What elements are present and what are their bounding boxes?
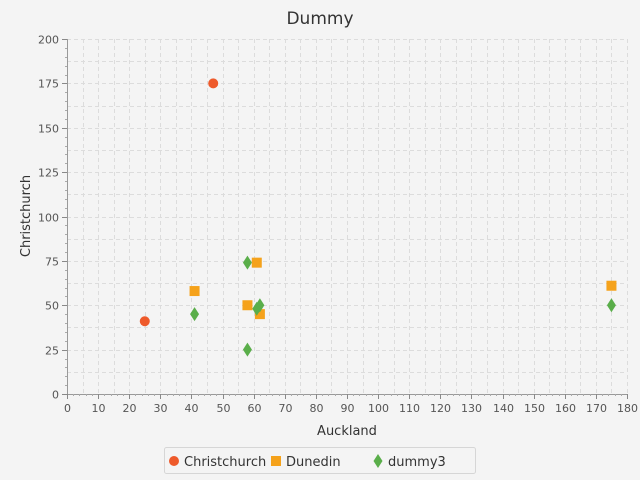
- x-axis-label: Auckland: [317, 424, 377, 439]
- legend-marker-christchurch: [169, 456, 179, 466]
- data-point-christchurch: [139, 316, 150, 327]
- x-tick-label: 150: [524, 402, 545, 415]
- y-axis-ticks: 0 25 50 75 100 125 150 175 200: [38, 34, 67, 402]
- x-tick-label: 100: [368, 402, 389, 415]
- x-tick-label: 120: [430, 402, 451, 415]
- x-tick-label: 80: [310, 402, 324, 415]
- legend-label-christchurch: Christchurch: [184, 455, 266, 470]
- x-tick-label: 110: [399, 402, 420, 415]
- x-tick-label: 130: [461, 402, 482, 415]
- x-tick-label: 160: [555, 402, 576, 415]
- x-tick-label: 30: [154, 402, 168, 415]
- legend-label-dunedin: Dunedin: [286, 455, 341, 470]
- x-tick-label: 140: [493, 402, 514, 415]
- x-tick-label: 60: [248, 402, 262, 415]
- y-tick-label: 100: [38, 212, 59, 225]
- x-tick-label: 90: [341, 402, 355, 415]
- legend-marker-dunedin: [271, 456, 281, 466]
- data-point-dummy3: [255, 298, 265, 313]
- x-tick-label: 10: [92, 402, 106, 415]
- x-tick-label: 50: [217, 402, 231, 415]
- data-point-dummy3: [242, 342, 252, 357]
- y-tick-label: 200: [38, 34, 59, 47]
- y-tick-label: 50: [45, 300, 59, 313]
- data-point-dummy3: [242, 255, 252, 270]
- y-tick-label: 175: [38, 78, 59, 91]
- data-point-dunedin: [242, 300, 253, 311]
- legend[interactable]: Christchurch Dunedin dummy3: [164, 447, 476, 474]
- y-axis-label: Christchurch: [19, 175, 34, 257]
- x-tick-label: 180: [617, 402, 638, 415]
- legend-label-dummy3: dummy3: [388, 455, 446, 470]
- legend-marker-dummy3: [373, 454, 383, 468]
- y-tick-label: 0: [52, 389, 59, 402]
- chart-title: Dummy: [286, 9, 353, 29]
- grid: [67, 39, 628, 395]
- data-point-dunedin: [251, 257, 262, 268]
- x-tick-label: 170: [586, 402, 607, 415]
- x-tick-label: 70: [279, 402, 293, 415]
- data-point-dunedin: [189, 286, 200, 297]
- data-points: [139, 78, 617, 357]
- y-tick-label: 125: [38, 167, 59, 180]
- y-tick-label: 75: [45, 256, 59, 269]
- data-point-christchurch: [208, 78, 219, 89]
- x-tick-label: 0: [64, 402, 71, 415]
- data-point-dummy3: [190, 307, 200, 322]
- data-point-dunedin: [606, 280, 617, 291]
- data-point-dummy3: [606, 298, 616, 313]
- x-tick-label: 20: [123, 402, 137, 415]
- x-tick-label: 40: [185, 402, 199, 415]
- y-tick-label: 25: [45, 345, 59, 358]
- y-tick-label: 150: [38, 123, 59, 136]
- legend-box: [164, 447, 476, 474]
- x-axis-ticks: 0 10 20 30 40 50 60 70 80 90 100 110 120 130 140 150 160…: [64, 394, 638, 415]
- data-point-dunedin: [254, 309, 265, 320]
